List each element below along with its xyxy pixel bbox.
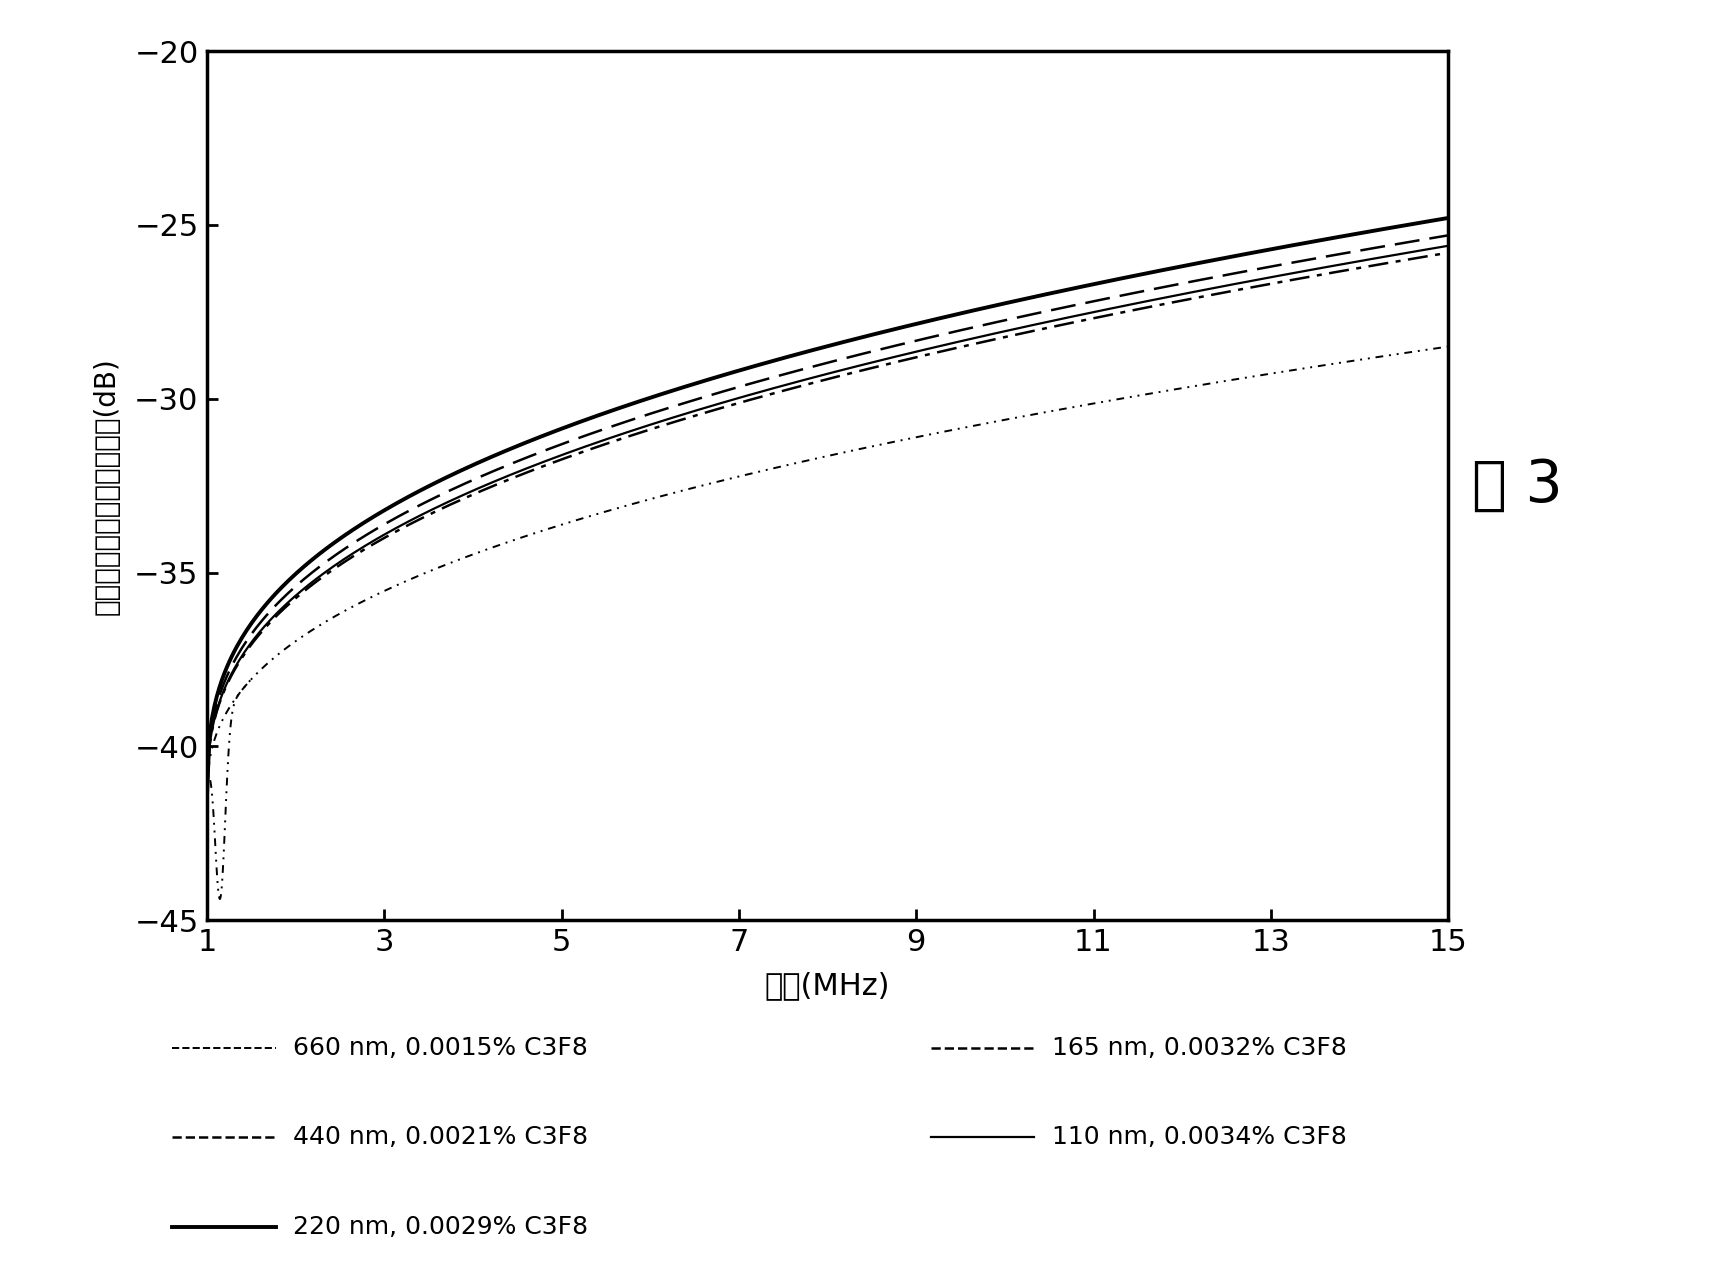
X-axis label: 频率(MHz): 频率(MHz) [765,971,889,1001]
Text: 220 nm, 0.0029% C3F8: 220 nm, 0.0029% C3F8 [293,1215,588,1238]
Text: 440 nm, 0.0021% C3F8: 440 nm, 0.0021% C3F8 [293,1126,588,1149]
Text: 660 nm, 0.0015% C3F8: 660 nm, 0.0015% C3F8 [293,1036,588,1059]
Text: 110 nm, 0.0034% C3F8: 110 nm, 0.0034% C3F8 [1051,1126,1346,1149]
Y-axis label: 每单位体积被返回的总能量(dB): 每单位体积被返回的总能量(dB) [93,357,121,615]
Text: 165 nm, 0.0032% C3F8: 165 nm, 0.0032% C3F8 [1051,1036,1346,1059]
Text: 图 3: 图 3 [1471,458,1561,514]
